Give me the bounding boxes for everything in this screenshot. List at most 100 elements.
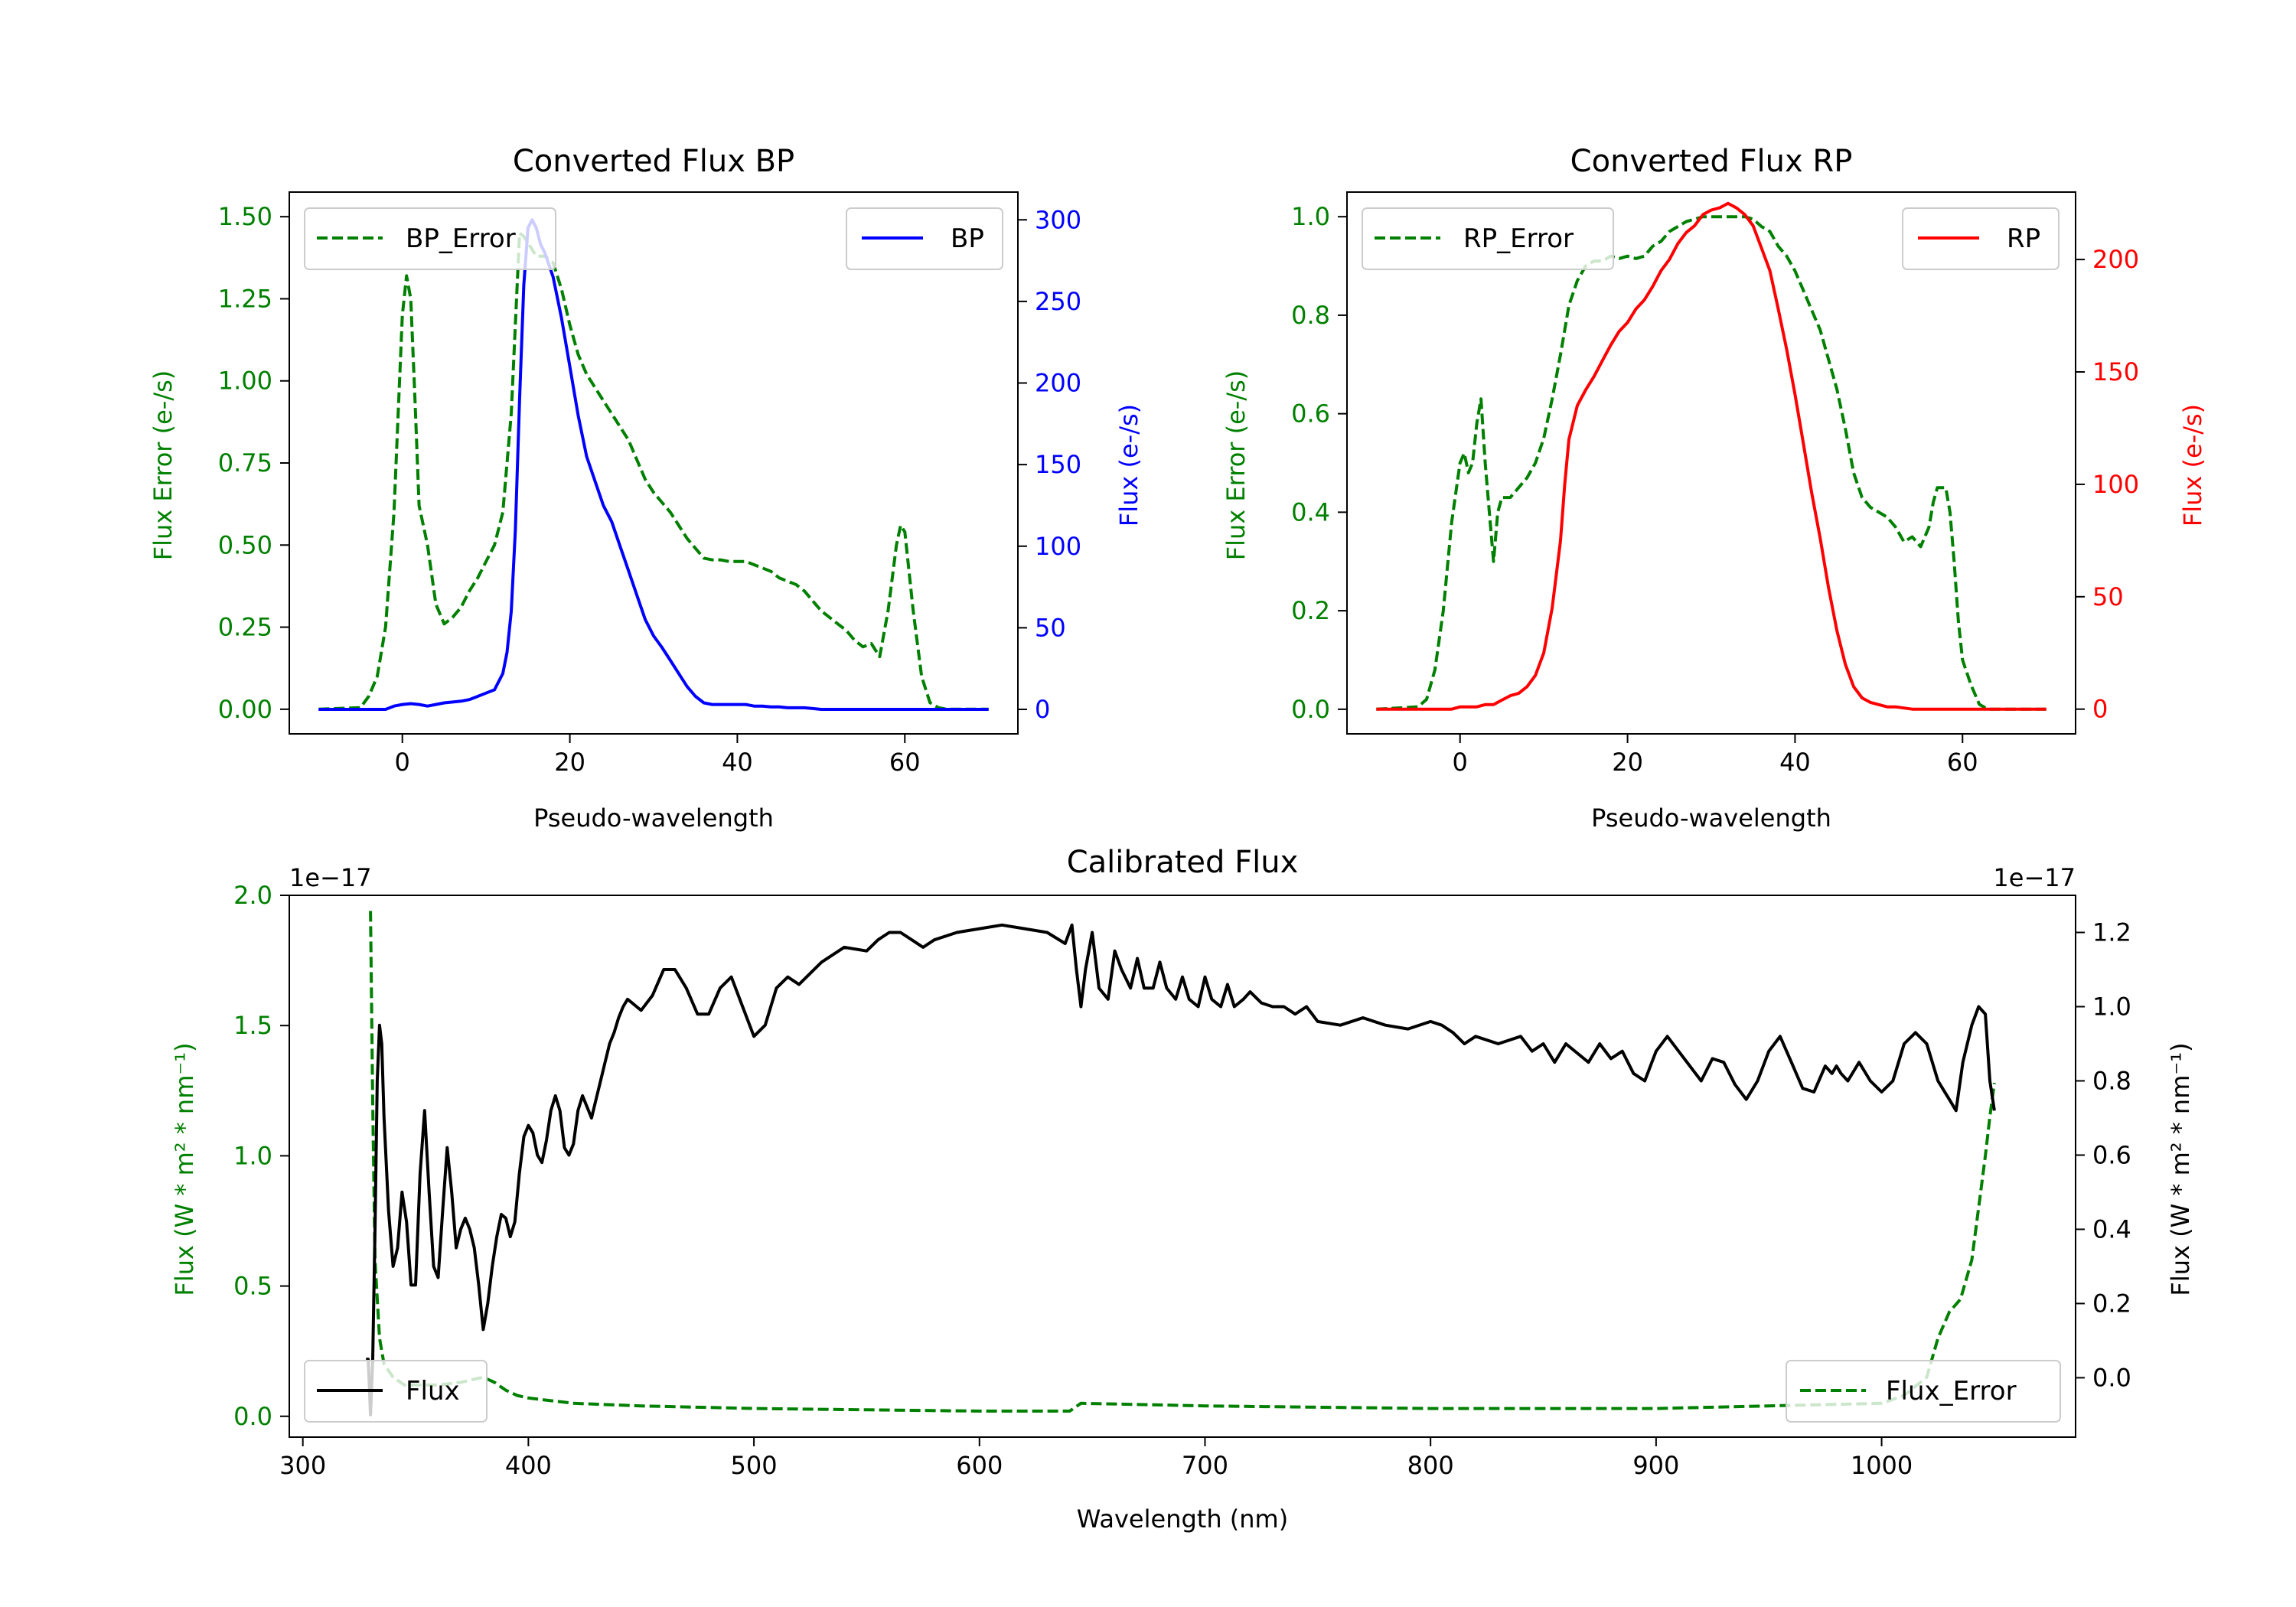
cal-ytick-right-label: 0.2	[2092, 1289, 2131, 1318]
rp-ticks: 0 20 40 60 0.0 0.2 0.4 0.6 0.8 1.0 0 50 100 150 200	[1291, 202, 2139, 777]
rp-xtick-label: 20	[1612, 748, 1643, 777]
rp-xtick-label: 60	[1947, 748, 1978, 777]
cal-ytick-right-label: 1.2	[2092, 918, 2131, 947]
rp-ytick-right-label: 50	[2092, 582, 2124, 611]
bp-ytick-right-label: 150	[1035, 450, 1081, 479]
bp-axes-frame	[289, 191, 1019, 735]
cal-xtick-label: 800	[1407, 1451, 1454, 1480]
rp-ytick-left-label: 0.8	[1291, 301, 1330, 330]
bp-legend-right-box	[846, 207, 1003, 270]
calibrated-xlabel: Wavelength (nm)	[1077, 1504, 1288, 1534]
bp-ytick-left-label: 0.25	[218, 613, 272, 642]
bp-series-bp-error	[318, 231, 989, 711]
bp-ytick-left-label: 0.50	[218, 530, 272, 559]
calibrated-legend-left-label: Flux	[406, 1376, 460, 1407]
cal-ytick-left-label: 1.5	[233, 1011, 272, 1040]
cal-ytick-left-label: 1.0	[233, 1141, 272, 1170]
bp-xtick-label: 0	[395, 748, 410, 777]
bp-ytick-left-label: 1.25	[218, 284, 272, 313]
bp-legend-right-label: BP	[951, 223, 984, 254]
rp-legend-right: RP	[1902, 207, 2060, 270]
rp-ylabel-right: Flux (e-/s)	[2178, 404, 2207, 526]
bp-xtick-label: 40	[722, 748, 753, 777]
calibrated-legend-right: Flux_Error	[1786, 1360, 2061, 1423]
bp-ticks: 0 20 40 60 0.00 0.25 0.50 0.75 1.00 1.25 1.50 0 50 10…	[218, 202, 1081, 777]
rp-ylabel-left: Flux Error (e-/s)	[1221, 370, 1251, 561]
rp-ytick-right-label: 100	[2092, 470, 2139, 499]
bp-lines	[318, 218, 989, 711]
cal-ytick-left-label: 0.5	[233, 1272, 272, 1301]
cal-ytick-right-label: 0.0	[2092, 1363, 2131, 1392]
calibrated-legend-right-label: Flux_Error	[1886, 1376, 2017, 1407]
rp-ytick-right-label: 200	[2092, 245, 2139, 274]
rp-legend-right-box	[1902, 207, 2060, 270]
calibrated-title: Calibrated Flux	[1067, 845, 1299, 880]
rp-legend-left-box	[1362, 207, 1614, 270]
calibrated-legend-left: Flux	[304, 1360, 488, 1423]
bp-ytick-left-label: 0.00	[218, 695, 272, 724]
rp-ytick-left-label: 0.6	[1291, 399, 1330, 429]
rp-xlabel: Pseudo-wavelength	[1591, 804, 1831, 833]
bp-ytick-right-label: 50	[1035, 613, 1066, 642]
bp-xlabel: Pseudo-wavelength	[533, 804, 774, 833]
cal-xtick-label: 1000	[1851, 1451, 1913, 1480]
bp-ytick-right-label: 250	[1035, 287, 1081, 316]
bp-ytick-left-label: 1.50	[218, 202, 272, 231]
rp-ytick-right-label: 0	[2092, 695, 2108, 724]
rp-panel: Converted Flux RP Pseudo-wavelength Flux…	[1221, 144, 2207, 833]
bp-series-bp	[318, 218, 989, 711]
bp-ytick-right-label: 0	[1035, 695, 1050, 724]
cal-ytick-right-label: 1.0	[2092, 992, 2131, 1021]
rp-ytick-right-label: 150	[2092, 357, 2139, 386]
bp-ytick-right-label: 300	[1035, 205, 1081, 234]
rp-ytick-left-label: 0.2	[1291, 596, 1330, 625]
bp-ytick-left-label: 0.75	[218, 448, 272, 478]
calibrated-axes-frame	[289, 895, 2076, 1438]
calibrated-lines	[366, 911, 1996, 1416]
rp-series-rp-error	[1376, 215, 2047, 711]
cal-xtick-label: 700	[1182, 1451, 1228, 1480]
bp-legend-right: BP	[846, 207, 1003, 270]
calibrated-ylabel-left: Flux (W * m² * nm⁻¹)	[170, 1042, 199, 1296]
cal-series-flux	[366, 923, 1996, 1416]
calibrated-panel: Calibrated Flux Wavelength (nm) Flux (W …	[170, 845, 2195, 1534]
cal-ytick-right-label: 0.6	[2092, 1140, 2131, 1169]
bp-ylabel-left: Flux Error (e-/s)	[148, 370, 178, 561]
bp-ytick-right-label: 100	[1035, 532, 1081, 561]
rp-xtick-label: 0	[1453, 748, 1468, 777]
bp-xtick-label: 60	[889, 748, 921, 777]
rp-title: Converted Flux RP	[1570, 144, 1853, 179]
cal-xtick-label: 400	[505, 1451, 552, 1480]
rp-legend-left: RP_Error	[1362, 207, 1614, 270]
bp-panel: Converted Flux BP Pseudo-wavelength Flux…	[148, 144, 1143, 833]
rp-legend-right-label: RP	[2007, 223, 2040, 254]
cal-series-flux-error	[369, 911, 1996, 1413]
cal-ytick-right-label: 0.8	[2092, 1066, 2131, 1095]
cal-xtick-label: 500	[731, 1451, 778, 1480]
calibrated-ylabel-right: Flux (W * m² * nm⁻¹)	[2166, 1042, 2195, 1296]
bp-legend-left-label: BP_Error	[406, 223, 516, 254]
bp-ytick-left-label: 1.00	[218, 367, 272, 396]
rp-legend-left-label: RP_Error	[1463, 223, 1574, 254]
bp-title: Converted Flux BP	[513, 144, 794, 179]
cal-ytick-left-label: 0.0	[233, 1402, 272, 1431]
calibrated-offset-left: 1e−17	[289, 863, 372, 892]
cal-xtick-label: 600	[956, 1451, 1003, 1480]
rp-ytick-left-label: 0.4	[1291, 497, 1330, 526]
calibrated-ticks: 300 400 500 600 700 800 900 1000 0.0 0.5 1.0 1.5 2.0…	[233, 881, 2131, 1480]
calibrated-legend-right-box	[1786, 1360, 2061, 1423]
cal-ytick-left-label: 2.0	[233, 881, 272, 910]
cal-xtick-label: 300	[279, 1451, 326, 1480]
rp-lines	[1376, 201, 2047, 711]
cal-xtick-label: 900	[1632, 1451, 1679, 1480]
bp-xtick-label: 20	[554, 748, 585, 777]
rp-series-rp	[1376, 201, 2047, 711]
rp-axes-frame	[1346, 191, 2076, 735]
bp-legend-left: BP_Error	[304, 207, 556, 270]
bp-legend-left-box	[304, 207, 556, 270]
bp-ylabel-right: Flux (e-/s)	[1114, 404, 1143, 526]
calibrated-offset-right: 1e−17	[1993, 863, 2076, 892]
rp-ytick-left-label: 0.0	[1291, 695, 1330, 724]
cal-ytick-right-label: 0.4	[2092, 1214, 2131, 1244]
